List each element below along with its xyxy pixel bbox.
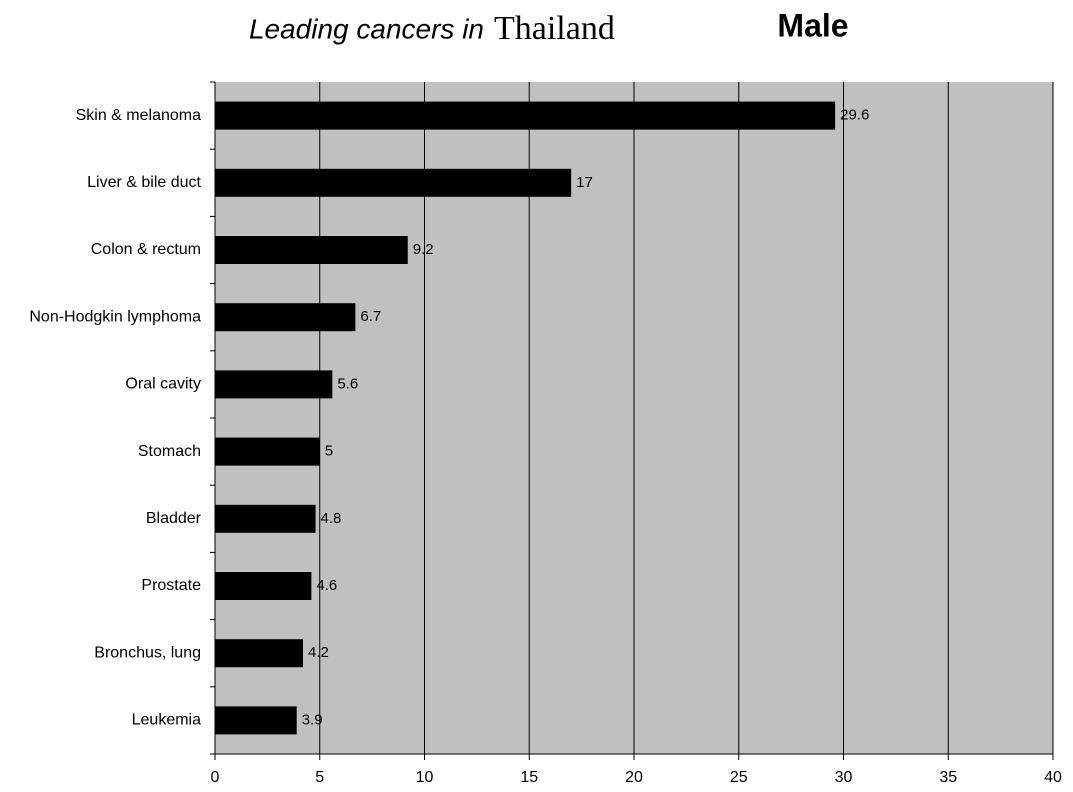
bar: [215, 639, 303, 668]
chart-title: Thailand: [494, 10, 615, 47]
value-label: 5: [325, 443, 333, 460]
bar: [215, 437, 320, 466]
y-tick-label: Skin & melanoma: [76, 107, 201, 124]
value-label: 9.2: [413, 241, 434, 258]
y-tick-label: Stomach: [138, 443, 201, 460]
y-tick-label: Bronchus, lung: [94, 644, 201, 661]
bar: [215, 303, 356, 332]
value-label: 4.8: [321, 510, 342, 527]
value-label: 4.2: [308, 644, 329, 661]
bar: [215, 101, 836, 130]
value-label: 6.7: [360, 308, 381, 325]
y-tick-label: Colon & rectum: [91, 241, 201, 258]
x-tick-label: 0: [211, 769, 220, 786]
y-tick-label: Oral cavity: [125, 376, 201, 393]
value-label: 17: [576, 174, 593, 191]
chart-subtitle: Male: [777, 7, 848, 43]
value-label: 4.6: [316, 577, 337, 594]
x-tick-label: 5: [315, 769, 324, 786]
x-tick-label: 40: [1044, 769, 1062, 786]
bar: [215, 168, 572, 197]
x-tick-label: 30: [835, 769, 853, 786]
value-label: 29.6: [840, 107, 869, 124]
x-tick-label: 35: [939, 769, 957, 786]
y-tick-label: Non-Hodgkin lymphoma: [29, 308, 201, 325]
x-tick-label: 10: [416, 769, 434, 786]
x-tick-label: 20: [625, 769, 643, 786]
bar: [215, 572, 312, 600]
y-tick-label: Prostate: [141, 577, 201, 594]
y-tick-label: Bladder: [146, 510, 202, 527]
bar: [215, 706, 297, 735]
bar: [215, 370, 333, 399]
bar: [215, 236, 408, 264]
chart-title: Leading cancers in: [249, 13, 484, 44]
value-label: 3.9: [302, 711, 323, 728]
y-tick-label: Liver & bile duct: [87, 174, 201, 191]
x-tick-label: 25: [730, 769, 748, 786]
x-tick-label: 15: [520, 769, 538, 786]
bar: [215, 504, 316, 533]
value-label: 5.6: [337, 375, 358, 392]
y-tick-label: Leukemia: [132, 712, 201, 729]
